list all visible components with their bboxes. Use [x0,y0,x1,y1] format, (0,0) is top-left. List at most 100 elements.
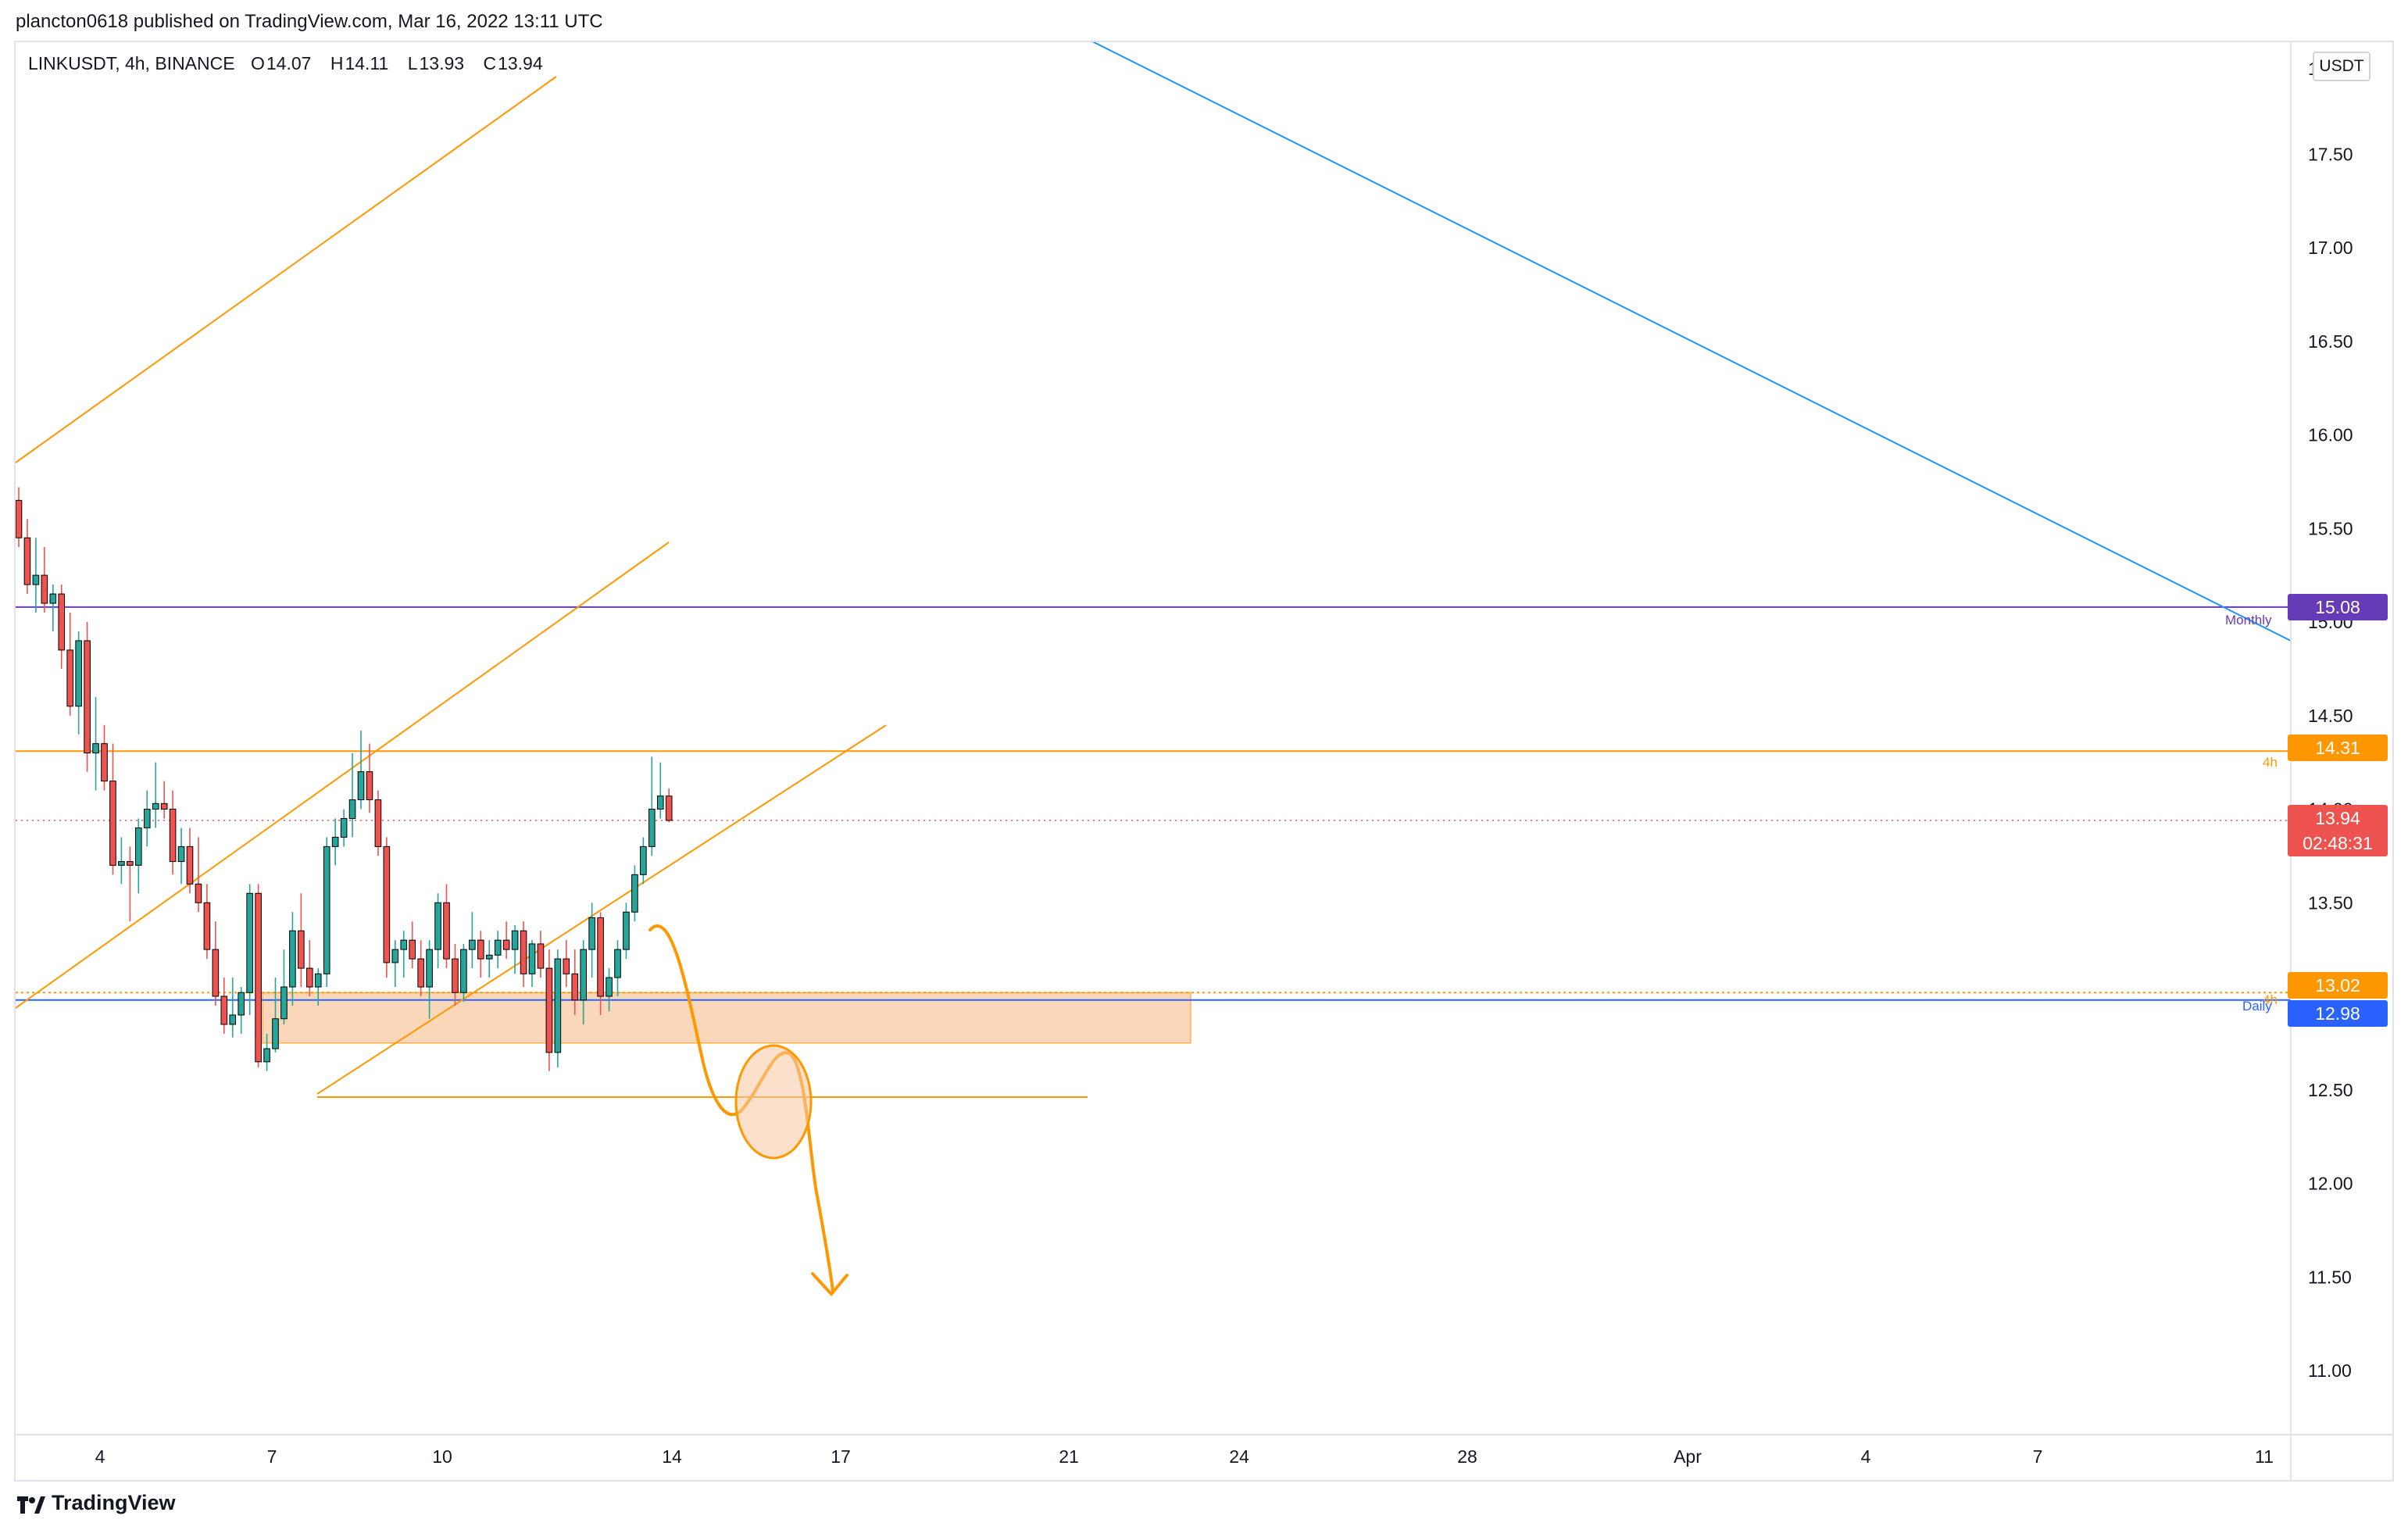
4h-level-tag: 4h [2263,755,2278,770]
candle-body [494,939,502,956]
dotted-4h-level-tag: 4h [2263,992,2278,1007]
price-tick-label: 17.00 [2308,238,2353,258]
price-tick-label: 17.50 [2308,144,2353,164]
candle [212,921,220,1006]
candle-body [383,845,391,963]
candle-body [545,967,553,1053]
candle-body [528,943,536,974]
candle [220,978,228,1034]
candle-body [656,795,664,810]
candle [272,978,279,1053]
candle-body [400,939,408,950]
candle [340,809,348,847]
candle [656,762,664,819]
price-tick-label: 16.00 [2308,425,2353,445]
candle-body [340,817,348,838]
candle [186,828,194,894]
dotted-4h-level-badge[interactable]: 13.02 [2288,972,2388,999]
candle [32,538,40,613]
candle-body [229,1014,237,1025]
candle [323,837,330,988]
candle-body [143,809,151,828]
candle-body [477,939,484,960]
price-tick-label: 11.00 [2308,1360,2352,1381]
daily-level-badge[interactable]: 12.98 [2288,1000,2388,1027]
candle-body [597,917,604,997]
candle-body [186,845,194,885]
candle [177,828,185,885]
symbol-label: LINKUSDT, 4h, BINANCE [28,53,235,73]
candle [460,943,467,1003]
candle-body [426,949,433,988]
candle [477,931,484,978]
candle [614,940,621,996]
candle-body [323,845,330,974]
candle [383,837,391,978]
candle [169,790,177,875]
candle-body [580,949,588,1001]
time-tick-label: 7 [267,1446,277,1467]
4h-level-badge[interactable]: 14.31 [2288,735,2388,761]
candle [511,924,519,974]
candle-body [331,836,339,847]
candle [452,943,459,1006]
candle [203,884,211,960]
candle-body [135,827,142,866]
candle [374,790,382,856]
currency-selector[interactable]: USDT [2313,52,2370,81]
candle-body [49,593,57,604]
candle [469,912,476,969]
monthly-level-badge[interactable]: 15.08 [2288,594,2388,620]
time-tick-label: 10 [432,1446,452,1467]
time-tick-label: 21 [1059,1446,1079,1467]
candle [631,865,638,922]
candle-body [272,1018,279,1049]
candle [23,519,31,595]
plot-area [16,42,2291,1297]
mid-channel-line [16,542,670,1009]
candle [160,781,168,819]
candle [400,931,408,978]
candle [606,968,613,1012]
candle [298,893,305,988]
time-tick-label: 4 [95,1446,105,1467]
candle [426,940,433,1019]
candle [485,940,493,978]
candle-body [246,892,253,993]
candle-body [263,1048,270,1063]
candle [143,790,151,847]
candle [520,921,527,988]
candle [314,968,322,1006]
candle [494,931,502,969]
candle-body [469,939,476,950]
candle-body [640,845,647,875]
price-tick-label: 15.50 [2308,518,2353,538]
upper-channel-line [16,76,557,463]
monthly-level-tag: Monthly [2225,613,2272,627]
candle [255,884,262,1068]
candle [563,940,570,988]
candle-body [152,803,159,810]
candle [280,949,288,1024]
candle-body [101,743,108,782]
candle [665,788,673,823]
candle-body [306,967,313,988]
high-label: H [330,53,344,73]
price-tick-label: 14.50 [2308,706,2353,726]
tradingview-footer[interactable]: TradingView [17,1491,176,1515]
candle-body [588,917,595,950]
candle [246,884,253,1015]
price-tick-label: 12.50 [2308,1080,2353,1100]
demand-zone [262,992,1191,1044]
candle-body [280,986,288,1020]
candle-body [443,902,450,960]
open-value: 14.07 [266,53,312,73]
price-tick-label: 13.50 [2308,892,2353,913]
daily-level-tag: Daily [2242,999,2272,1013]
candle-body [409,939,416,960]
candle-body [169,809,177,863]
chart-frame [14,41,2394,1482]
candle [109,743,116,875]
close-value: 13.94 [498,53,543,73]
